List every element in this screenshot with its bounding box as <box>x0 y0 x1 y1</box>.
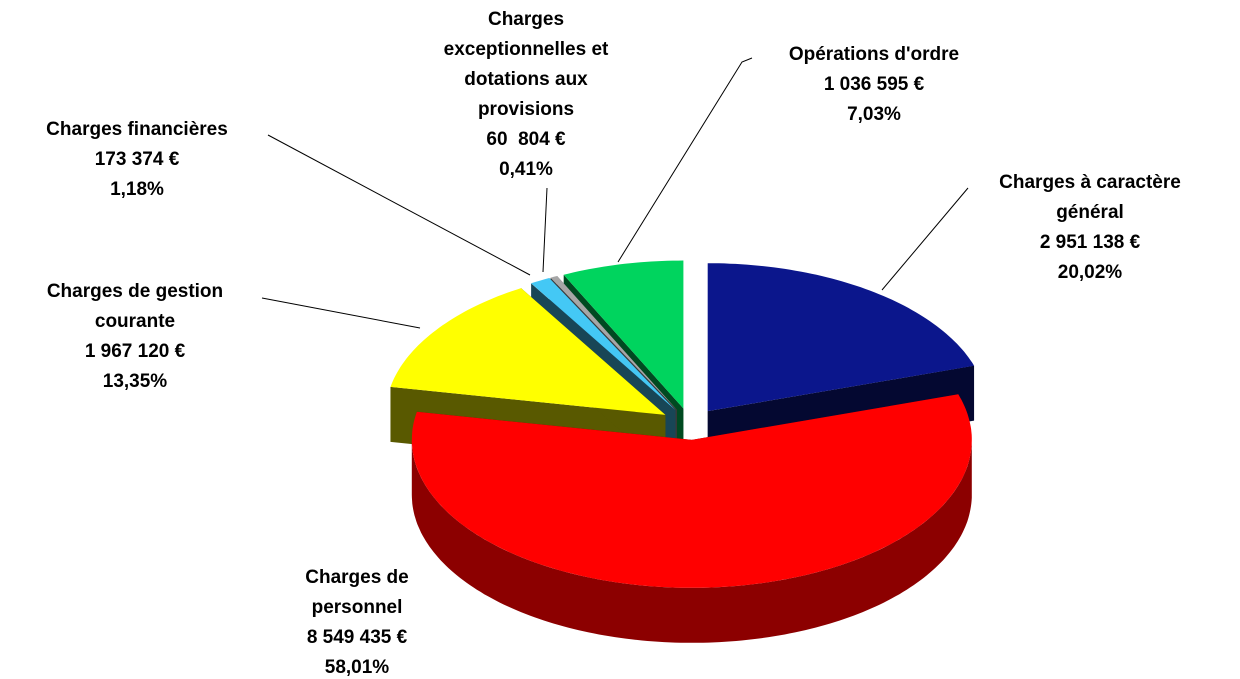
slice <box>411 394 972 643</box>
leader-line <box>881 187 969 291</box>
slice-top <box>411 394 972 588</box>
data-label: 2 951 138 € <box>1040 232 1141 253</box>
leader-line <box>542 187 548 273</box>
data-label: dotations aux <box>464 69 588 90</box>
data-label: 1 036 595 € <box>824 74 925 95</box>
leader-line <box>617 57 753 263</box>
data-label: exceptionnelles et <box>444 39 609 60</box>
data-label: 173 374 € <box>95 149 180 170</box>
slice-top <box>563 260 684 409</box>
data-label: courante <box>95 311 175 332</box>
slice-top <box>531 278 676 411</box>
data-label: Charges de <box>305 567 408 588</box>
leader-line <box>267 134 531 276</box>
slice-top <box>390 288 666 415</box>
data-label: Charges <box>488 9 564 30</box>
data-label: Charges de gestion <box>47 281 223 302</box>
data-label: 0,41% <box>499 159 553 180</box>
data-label: 1,18% <box>110 179 164 200</box>
data-label: 58,01% <box>325 657 390 678</box>
data-label: 13,35% <box>103 371 168 392</box>
pie <box>390 260 975 643</box>
data-label: Opérations d'ordre <box>789 44 959 65</box>
data-label: 60 804 € <box>486 129 566 150</box>
data-label: 1 967 120 € <box>85 341 186 362</box>
data-label: 7,03% <box>847 104 901 125</box>
leader-line <box>261 297 421 329</box>
data-label: général <box>1056 202 1124 223</box>
data-label: Charges à caractère <box>999 172 1181 193</box>
data-label: 8 549 435 € <box>307 627 408 648</box>
data-label: Charges financières <box>46 119 228 140</box>
slice-rim <box>411 439 972 643</box>
slice-top <box>707 263 975 412</box>
data-label: 20,02% <box>1058 262 1123 283</box>
data-label: personnel <box>312 597 403 618</box>
labels: Charges à caractère général 2 951 138 € 20,… <box>46 9 1181 678</box>
slice-top <box>550 276 677 410</box>
data-label: provisions <box>478 99 574 120</box>
